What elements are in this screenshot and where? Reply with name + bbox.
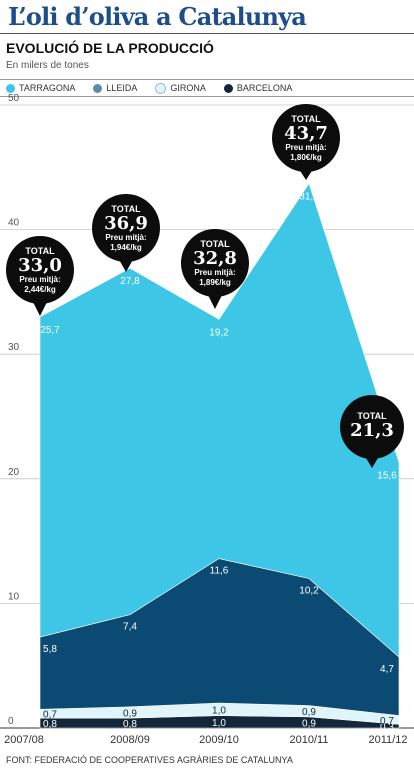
price-label: Preu mitjà: [194, 268, 235, 277]
data-label: 0,7 [380, 716, 394, 727]
total-value: 33,0 [18, 255, 62, 276]
total-bubble [92, 194, 160, 262]
data-label: 10,2 [299, 585, 319, 596]
data-label: 0,9 [302, 707, 316, 718]
price-label: Preu mitjà: [285, 143, 326, 152]
total-value: 21,3 [350, 420, 394, 441]
total-bubble [181, 229, 249, 297]
data-label: 0,8 [123, 719, 137, 730]
data-label: 1,0 [212, 705, 226, 716]
legend-item-barcelona: BARCELONA [223, 83, 293, 93]
page-title: L’oli d’oliva a Catalunya [8, 2, 307, 31]
data-label: 15,6 [377, 471, 397, 482]
data-label: 31,7 [299, 191, 319, 202]
total-label: TOTAL [25, 246, 55, 256]
data-label: 27,8 [120, 276, 140, 287]
x-tick-label: 2007/08 [4, 734, 44, 746]
y-tick-label: 40 [8, 218, 20, 229]
x-tick-label: 2009/10 [199, 734, 239, 746]
y-tick-label: 20 [8, 467, 20, 478]
price-label: Preu mitjà: [105, 233, 146, 242]
chart-subtitle: EVOLUCIÓ DE LA PRODUCCIÓ [6, 40, 214, 56]
total-label: TOTAL [357, 411, 387, 421]
area-tarragona [39, 182, 400, 658]
price-value: 1,89€/kg [199, 278, 231, 287]
total-bubble [340, 395, 404, 459]
price-value: 1,80€/kg [290, 153, 322, 162]
total-label: TOTAL [200, 239, 230, 249]
total-label: TOTAL [111, 204, 141, 214]
legend-swatch [223, 83, 233, 93]
legend-label: TARRAGONA [19, 83, 76, 93]
legend-swatch [6, 83, 15, 93]
price-label: Preu mitjà: [19, 275, 60, 284]
total-value: 36,9 [104, 213, 148, 234]
total-bubble [6, 236, 74, 304]
data-label: 4,7 [380, 664, 394, 675]
x-tick-label: 2010/11 [290, 734, 329, 746]
data-label: 1,0 [212, 718, 226, 729]
data-label: 19,2 [209, 327, 229, 338]
x-tick-label: 2011/12 [369, 734, 408, 746]
legend: TARRAGONA LLEIDA GIRONA BARCELONA [0, 79, 414, 97]
data-label: 25,7 [40, 325, 60, 336]
source-note: FONT: FEDERACIÓ DE COOPERATIVES AGRÀRIES… [6, 755, 293, 765]
total-label: TOTAL [291, 114, 321, 124]
total-value: 43,7 [284, 123, 328, 144]
legend-label: GIRONA [170, 83, 206, 93]
y-tick-label: 10 [8, 591, 20, 602]
data-label: 11,6 [210, 566, 229, 577]
total-value: 32,8 [193, 248, 237, 269]
data-label: 0,9 [302, 718, 316, 729]
data-label: 7,4 [123, 622, 137, 633]
data-label: 0,7 [43, 710, 57, 721]
total-bubble [272, 104, 340, 172]
x-tick-label: 2008/09 [110, 734, 150, 746]
y-tick-label: 0 [8, 716, 14, 727]
legend-item-lleida: LLEIDA [93, 83, 137, 93]
y-tick-label: 50 [8, 93, 20, 104]
price-value: 2,44€/kg [24, 285, 56, 294]
legend-item-girona: GIRONA [155, 82, 206, 94]
legend-item-tarragona: TARRAGONA [6, 83, 75, 93]
title-divider [0, 33, 414, 34]
units-note: En milers de tones [6, 60, 89, 71]
data-label: 0,3 [380, 722, 394, 733]
legend-swatch [93, 83, 103, 93]
data-label: 0,8 [43, 719, 57, 730]
data-label: 0,9 [123, 708, 137, 719]
data-label: 5,8 [43, 644, 57, 655]
price-value: 1,94€/kg [110, 243, 142, 252]
y-tick-label: 30 [8, 342, 20, 353]
legend-label: LLEIDA [106, 83, 138, 93]
legend-label: BARCELONA [236, 83, 293, 93]
legend-swatch [155, 82, 167, 94]
